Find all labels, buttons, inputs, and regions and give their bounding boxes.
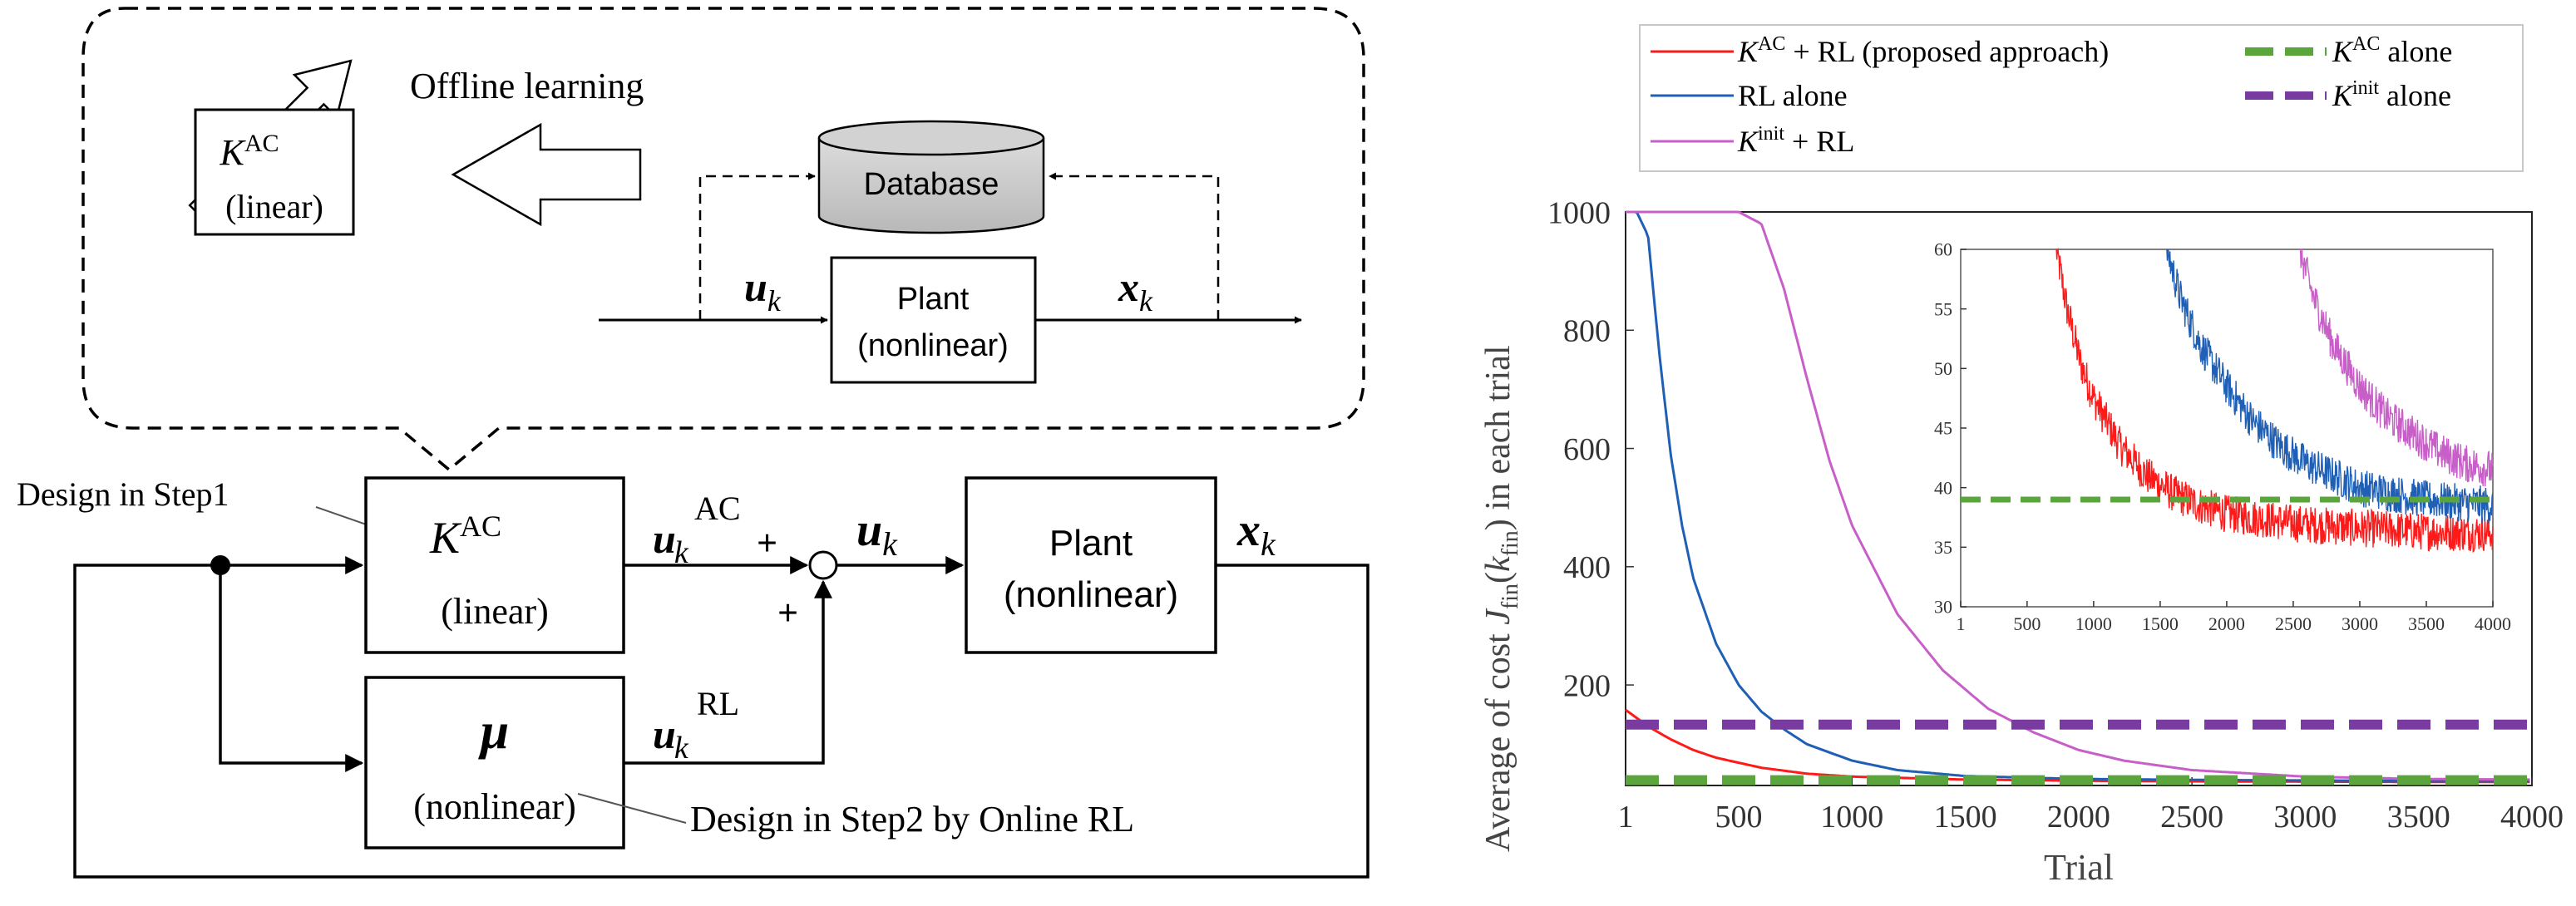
main-x-tick-label: 1500 (1934, 800, 1997, 835)
main-x-tick-label: 2000 (2047, 800, 2110, 835)
main-y-tick-label: 1000 (1547, 195, 1611, 230)
design-step1-label: Design in Step1 (17, 475, 229, 513)
plant-top-line1: Plant (897, 282, 970, 317)
inset-series-layer (1961, 247, 2494, 553)
learning-arrow-icon (451, 122, 642, 227)
inset-y-tick-label: 30 (1934, 597, 1952, 618)
main-x-tick-label: 2500 (2160, 800, 2223, 835)
inset-x-tick-label: 4000 (2475, 613, 2511, 634)
main-x-tick-label: 1000 (1820, 800, 1883, 835)
feedback-loop-line (73, 556, 1369, 879)
main-x-tick-label: 3500 (2387, 800, 2450, 835)
plant-line1: Plant (1049, 523, 1133, 564)
inset-y-tick-label: 35 (1934, 537, 1952, 558)
x-label: xk (1236, 505, 1276, 563)
inset-x-tick-label: 3500 (2408, 613, 2445, 634)
u-label: uk (856, 505, 898, 563)
plant-line2: (nonlinear) (1004, 574, 1178, 615)
u-ac-superscript: AC (694, 490, 741, 527)
inset-x-tick-label: 1500 (2142, 613, 2179, 634)
mu-symbol: μ (478, 703, 509, 760)
legend-box (1639, 24, 2524, 172)
main-x-tick-label: 4000 (2500, 800, 2564, 835)
kac-top-block (194, 108, 355, 236)
plant-top-block (830, 256, 1037, 384)
main-y-tick-label: 200 (1563, 668, 1611, 703)
y-axis-label: Average of cost Jfin(kfin) in each trial (1479, 345, 1523, 852)
top-input-to-db-line (698, 172, 816, 320)
main-x-tick-label: 1 (1618, 800, 1634, 835)
plant-top-line2: (nonlinear) (857, 328, 1009, 363)
main-series-layer (1625, 210, 2532, 785)
inset-x-tick-label: 3000 (2342, 613, 2378, 634)
plus-top-sign: + (757, 523, 777, 564)
legend-label-kinit-alone: Kinit alone (2332, 77, 2451, 112)
inset-x-tick-label: 1000 (2075, 613, 2112, 634)
branch-point (210, 555, 230, 575)
main-tick-labels: 1 500 1000 1500 2000 2500 3000 3500 400020040060… (1547, 195, 2564, 835)
control-block-diagram: KAC (linear) Offline learning Database P… (17, 7, 1369, 879)
legend-label-kac-alone: KAC alone (2332, 33, 2452, 68)
legend-label-kinit-rl: Kinit + RL (1737, 123, 1854, 158)
database-icon (817, 120, 1045, 234)
inset-series-rl-alone (2166, 249, 2494, 524)
main-y-tick-label: 600 (1563, 432, 1611, 467)
u-rl-label: uk (653, 711, 689, 766)
inset-tick-labels: 1 500 1000 1500 2000 2500 3000 3500 400030354045… (1934, 239, 2511, 634)
kac-top-symbol: KAC (219, 130, 279, 173)
database-label: Database (864, 167, 999, 202)
legend-label-kac-rl: KAC + RL (proposed approach) (1737, 33, 2109, 68)
inset-series-k-init-rl (2299, 249, 2494, 487)
main-x-tick-label: 3000 (2273, 800, 2337, 835)
main-y-tick-label: 800 (1563, 314, 1611, 349)
inset-plot-frame (1960, 249, 2494, 608)
kac-top-label: (linear) (225, 188, 323, 225)
main-x-tick-label: 500 (1715, 800, 1763, 835)
plant-block (965, 476, 1217, 654)
cost-chart: KAC + RL (proposed approach) RL alone Ki… (1479, 24, 2564, 888)
design-step2-leader (577, 793, 687, 824)
kac-symbol: KAC (429, 510, 501, 563)
u-ac-label: uk (653, 515, 689, 570)
kac-label: (linear) (441, 591, 548, 632)
mu-to-sum-line (624, 579, 832, 765)
inset-x-tick-label: 1 (1957, 613, 1966, 634)
offline-learning-bubble (81, 7, 1365, 472)
inset-y-tick-label: 45 (1934, 418, 1952, 439)
x-top-label: xk (1118, 263, 1153, 318)
top-output-to-db-line (1049, 172, 1220, 320)
branch-to-mu-line (219, 565, 364, 772)
u-rl-superscript: RL (697, 685, 739, 722)
main-y-tick-label: 400 (1563, 550, 1611, 585)
inset-x-tick-label: 2500 (2275, 613, 2312, 634)
design-step2-label: Design in Step2 by Online RL (690, 799, 1134, 840)
plus-bottom-sign: + (777, 593, 798, 633)
inset-y-tick-label: 55 (1934, 298, 1952, 319)
inset-x-tick-label: 500 (2013, 613, 2041, 634)
chart-legend: KAC + RL (proposed approach) RL alone Ki… (1639, 24, 2524, 172)
u-top-label: uk (744, 263, 782, 318)
inset-y-tick-label: 40 (1934, 477, 1952, 498)
inset-y-tick-label: 60 (1934, 239, 1952, 260)
summing-junction (808, 550, 838, 580)
x-axis-label: Trial (2044, 847, 2114, 888)
inset-y-tick-label: 50 (1934, 358, 1952, 379)
legend-label-rl-alone: RL alone (1738, 79, 1848, 112)
mu-block (364, 676, 625, 849)
offline-learning-label: Offline learning (410, 66, 644, 106)
kac-block (364, 476, 625, 654)
inset-x-tick-label: 2000 (2208, 613, 2245, 634)
inset-series-k-ac-rl-proposed-approach (2055, 247, 2494, 553)
mu-label: (nonlinear) (413, 786, 575, 827)
